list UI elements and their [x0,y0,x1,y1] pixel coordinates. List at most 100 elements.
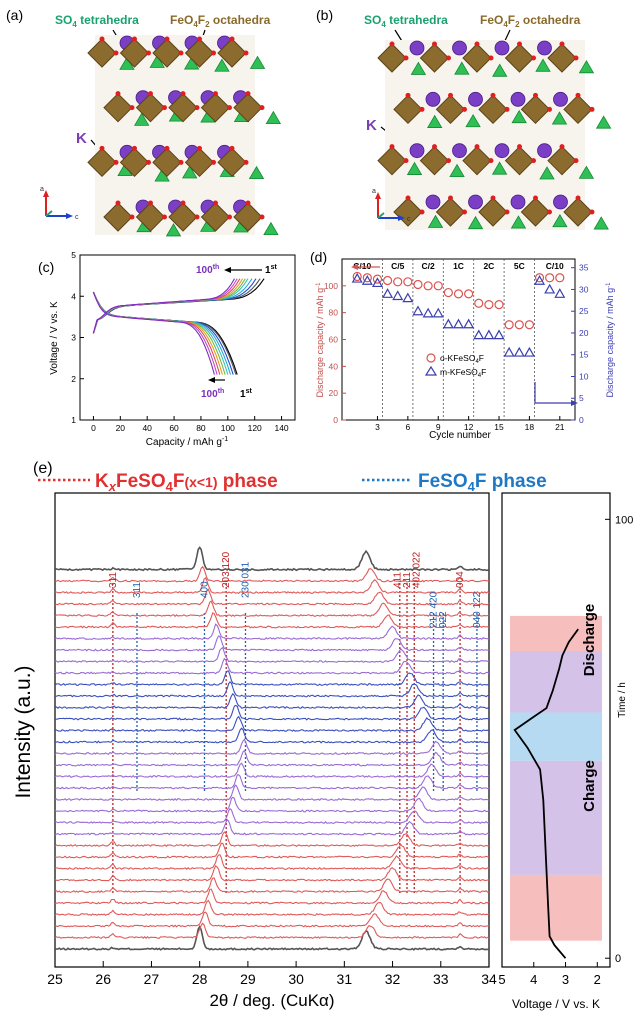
panel-c-curves [92,278,265,375]
potassium-atom [510,194,526,210]
oxygen-atom [180,91,186,97]
x-tick-label: 29 [240,971,256,987]
oxygen-atom [129,214,135,220]
panel-e-xlabel: 2θ / deg. (CuKα) [209,991,334,1010]
m-kfeso4f-point [483,329,495,340]
panel-c-annotation-bottom: 100th 1st [201,377,252,400]
xrd-pattern [55,784,489,801]
feo4f2-octahedron [435,94,466,125]
panel-a-crystal-structure: (a) SO4 tetrahedra FeO4F2 octahedra K a … [6,7,282,237]
xrd-pattern [55,854,489,870]
o-kfeso4f-point [393,277,403,287]
rate-label: 2C [483,261,494,271]
feo4f2-octahedron [152,38,182,68]
so4-tetrahedron [492,63,508,77]
x-tick-label: 28 [192,971,208,987]
panel-b-so4-label: SO4 tetrahedra [364,13,448,29]
potassium-atom [537,143,552,159]
so4-tetrahedron [552,213,568,228]
feo4f2-octahedron [119,38,150,68]
o-kfeso4f-point [403,277,413,287]
o-kfeso4f-point [464,289,474,299]
o-kfeso4f-point [524,320,535,330]
red-peak-label: 311 [108,572,119,588]
feo4f2-octahedron [478,94,508,125]
panel-c-ticks: 0 20 40 60 80 100 120 140 1 2 3 4 5 [71,250,289,433]
y-tick-label: 1 [71,415,76,425]
blue-peak-label: 212 420 [429,591,440,628]
y-tick-label-right: 20 [579,328,589,338]
panel-e-voltage-bands [510,615,602,941]
x-tick-label: 120 [248,423,262,433]
y-tick-label-left: 0 [333,415,338,425]
oxygen-atom [462,106,467,112]
oxygen-atom [462,209,467,215]
panel-e-phase-legend-blue: FeSO4F phase [362,471,547,494]
oxygen-atom [474,144,480,150]
x-tick-label: 60 [169,423,179,433]
oxygen-atom [446,55,451,61]
o-kfeso4f-point [474,298,484,308]
potassium-atom [468,194,483,210]
oxygen-atom [547,106,552,112]
xrd-pattern [55,877,489,894]
panel-d-legend: o-KFeSO4F m-KFeSO4F [424,353,486,379]
xrd-pattern [55,738,489,756]
xrd-pattern [55,749,489,767]
oxygen-atom [531,55,536,61]
m-kfeso4f-point [493,329,505,340]
o-kfeso4f-point [413,279,423,290]
m-kfeso4f-point [554,288,566,298]
svg-text:c: c [75,214,79,221]
feo4f2-octahedron [520,94,551,125]
oxygen-atom [113,159,119,165]
so4-tetrahedron [465,113,481,128]
charge-curve [92,278,238,334]
so4-tetrahedron [410,61,427,75]
oxygen-atom [405,92,411,98]
oxygen-atom [211,50,216,56]
m-kfeso4f-point [513,346,525,357]
feo4f2-octahedron [547,43,577,73]
panel-d-ylabel-left: Discharge capacity / mAh g-1 [315,282,325,398]
m-kfeso4f-point [534,275,546,285]
o-kfeso4f-point [352,271,362,282]
red-peak-label: 203 120 [221,551,232,588]
annotation-1st-bottom: 1st [240,388,252,400]
feo4f2-octahedron [217,38,247,68]
m-kfeso4f-point [402,292,414,303]
xrd-pattern [55,623,489,641]
feo4f2-octahedron [462,145,492,176]
potassium-atom [494,143,510,159]
xrd-pattern [55,796,489,813]
svg-text:KxFeSO4F(x<1) phase: KxFeSO4F(x<1) phase [95,471,278,494]
panel-a-so4-label: SO4 tetrahedra [55,13,139,29]
o-kfeso4f-point [545,273,555,283]
m-kfeso4f-point [473,329,485,340]
oxygen-atom [164,36,170,42]
voltage-tick-label: 4 [530,972,537,987]
feo4f2-octahedron [103,92,133,123]
o-kfeso4f-point [423,281,433,291]
xrd-pattern [55,899,489,917]
rate-label: C/5 [391,261,405,271]
o-kfeso4f-point [514,320,524,330]
panel-b-structure-image [377,40,612,230]
oxygen-atom [573,158,579,164]
y-tick-label-right: 0 [579,415,584,425]
panel-d-ticks: 3 6 9 12 15 18 21 0 20 40 60 80 100 0 5 10 15 20 25 30 35 [324,263,589,432]
m-kfeso4f-point [422,307,434,318]
panel-c-ylabel: Voltage / V vs. K [49,301,60,375]
feo4f2-octahedron [377,43,407,73]
feo4f2-octahedron [184,38,215,68]
feo4f2-octahedron [200,202,231,232]
rate-label: C/10 [353,261,371,271]
xrd-pattern [55,818,489,836]
oxygen-atom [490,92,496,98]
x-tick-label: 3 [375,422,380,432]
potassium-atom [409,143,425,159]
so4-tetrahedron [551,111,568,125]
so4-tetrahedron [511,109,527,124]
oxygen-atom [213,91,218,97]
legend-o-kfeso4f: o-KFeSO4F [440,353,484,365]
